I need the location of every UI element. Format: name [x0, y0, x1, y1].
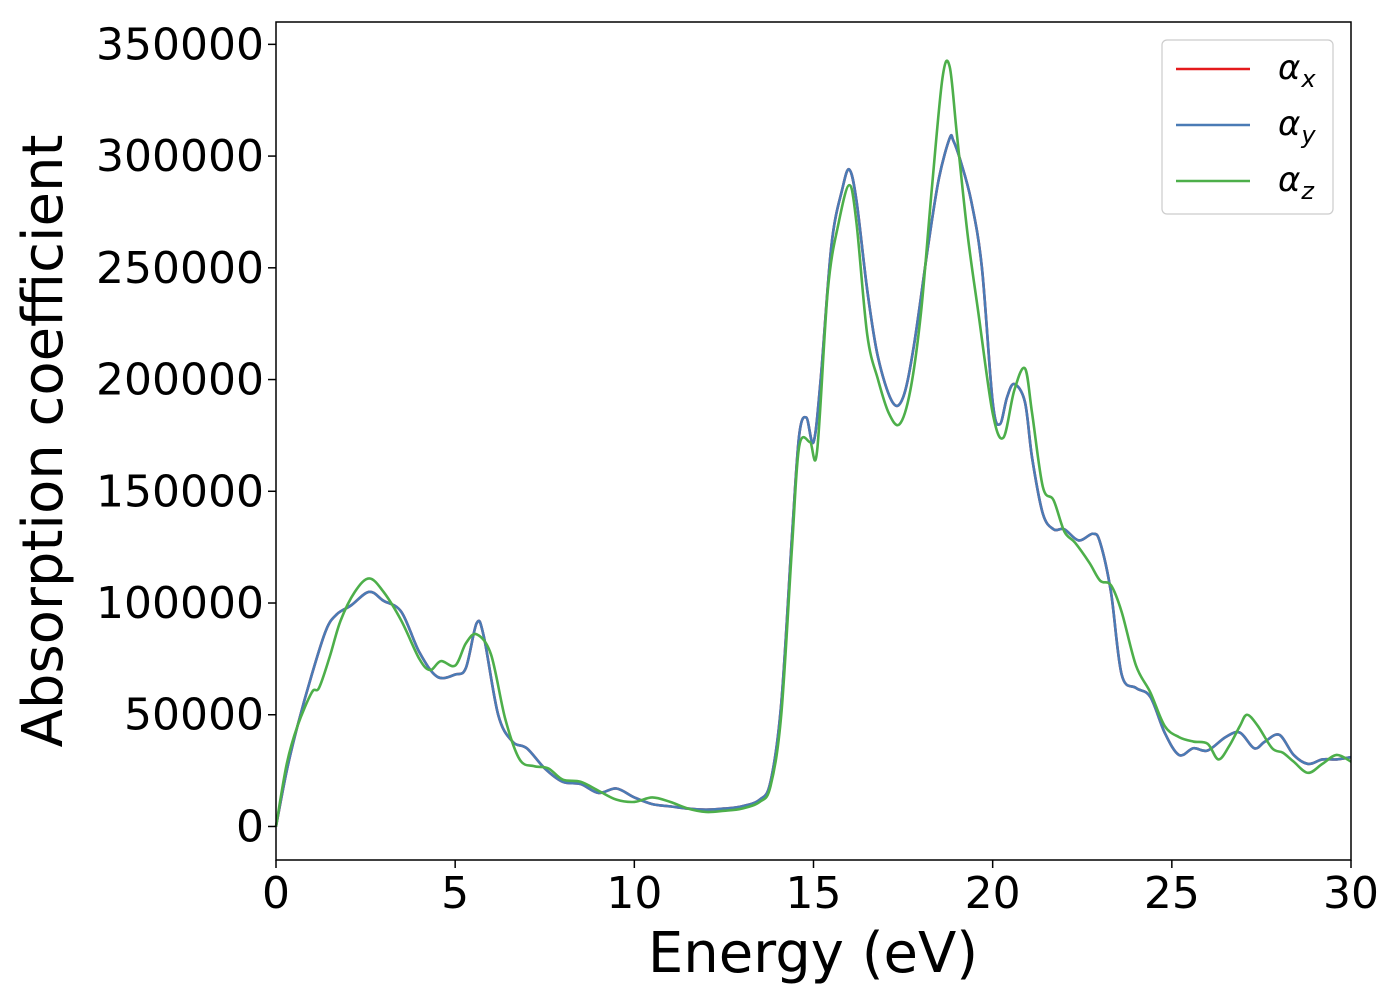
- x-axis-ticks: 0 5 10 15 20 25 30: [262, 860, 1379, 919]
- x-tick-label: 5: [441, 868, 469, 919]
- y-tick-label: 50000: [124, 690, 264, 741]
- x-tick-label: 25: [1144, 868, 1200, 919]
- legend-box: [1161, 39, 1334, 215]
- x-axis-label: Energy (eV): [648, 921, 978, 986]
- y-tick-label: 350000: [96, 19, 264, 70]
- y-axis-label: Absorption coefficient: [11, 135, 76, 748]
- x-tick-label: 0: [262, 868, 290, 919]
- y-tick-label: 0: [236, 801, 264, 852]
- y-tick-label: 100000: [96, 578, 264, 629]
- y-tick-label: 300000: [96, 131, 264, 182]
- x-tick-label: 30: [1323, 868, 1379, 919]
- y-tick-label: 200000: [96, 355, 264, 406]
- y-axis-ticks: 0 50000 100000 150000 200000 250000 300000 3500…: [96, 19, 276, 852]
- y-tick-label: 150000: [96, 466, 264, 517]
- y-tick-label: 250000: [96, 243, 264, 294]
- legend-entries: αx αy αz: [1176, 48, 1316, 205]
- series-line-alpha-z: [274, 59, 1352, 827]
- series-line-alpha-y: [274, 133, 1352, 827]
- legend-label-alpha-y: αy: [1278, 104, 1316, 149]
- x-tick-label: 15: [786, 868, 842, 919]
- series-layer: [274, 59, 1352, 827]
- legend-label-alpha-z: αz: [1278, 160, 1315, 205]
- series-line-alpha-x: [274, 133, 1352, 827]
- x-tick-label: 10: [606, 868, 662, 919]
- x-tick-label: 20: [965, 868, 1021, 919]
- legend-label-alpha-x: αx: [1278, 48, 1316, 93]
- legend: αx αy αz: [1161, 39, 1334, 215]
